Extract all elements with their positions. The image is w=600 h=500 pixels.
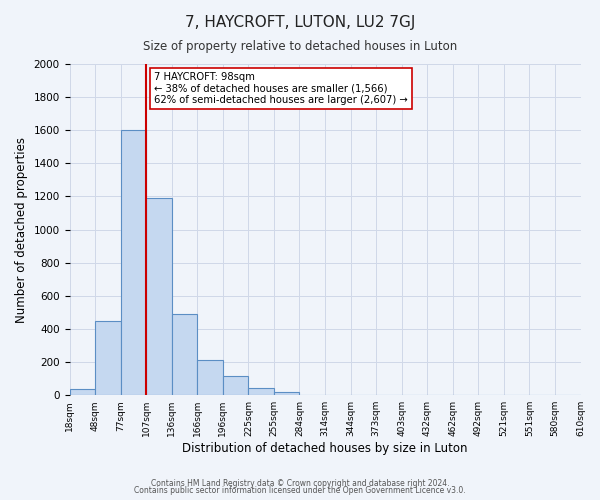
Bar [274, 392, 299, 395]
Bar [197, 360, 223, 395]
Bar [121, 130, 146, 395]
Bar [172, 314, 197, 395]
Text: Size of property relative to detached houses in Luton: Size of property relative to detached ho… [143, 40, 457, 53]
Text: Contains public sector information licensed under the Open Government Licence v3: Contains public sector information licen… [134, 486, 466, 495]
Bar [223, 376, 248, 395]
Text: Contains HM Land Registry data © Crown copyright and database right 2024.: Contains HM Land Registry data © Crown c… [151, 478, 449, 488]
Text: 7 HAYCROFT: 98sqm
← 38% of detached houses are smaller (1,566)
62% of semi-detac: 7 HAYCROFT: 98sqm ← 38% of detached hous… [154, 72, 407, 106]
X-axis label: Distribution of detached houses by size in Luton: Distribution of detached houses by size … [182, 442, 468, 455]
Text: 7, HAYCROFT, LUTON, LU2 7GJ: 7, HAYCROFT, LUTON, LU2 7GJ [185, 15, 415, 30]
Bar [70, 390, 95, 395]
Bar [95, 320, 121, 395]
Y-axis label: Number of detached properties: Number of detached properties [15, 136, 28, 322]
Bar [146, 198, 172, 395]
Bar [248, 388, 274, 395]
